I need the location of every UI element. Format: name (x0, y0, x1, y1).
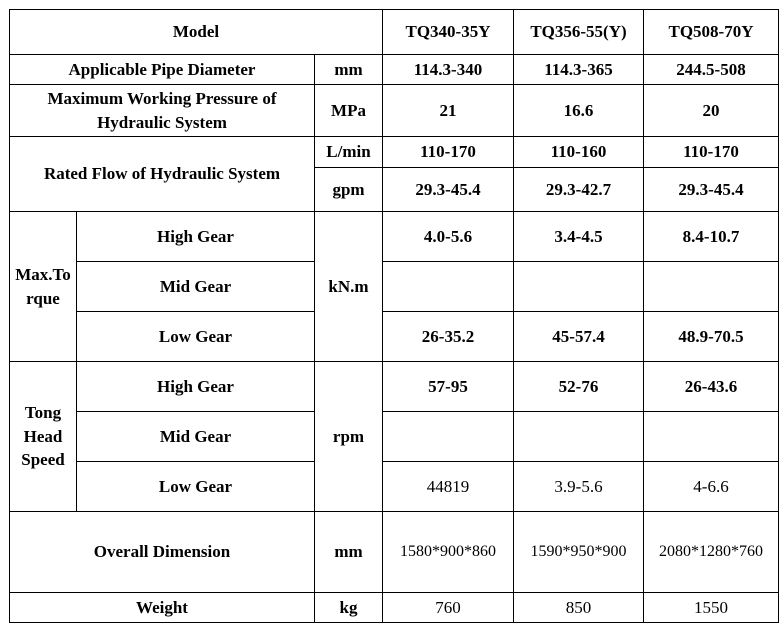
pressure-value: 21 (383, 85, 514, 137)
speed-high-gear-label: High Gear (77, 362, 315, 412)
overall-dimension-value: 2080*1280*760 (644, 512, 779, 593)
flow-gpm-value: 29.3-45.4 (383, 168, 514, 212)
weight-value: 850 (514, 593, 644, 623)
speed-low-value: 3.9-5.6 (514, 462, 644, 512)
weight-label: Weight (9, 593, 315, 623)
pressure-value: 16.6 (514, 85, 644, 137)
weight-unit: kg (315, 593, 383, 623)
torque-mid-value (644, 262, 779, 312)
speed-low-value: 4-6.6 (644, 462, 779, 512)
torque-high-value: 8.4-10.7 (644, 212, 779, 262)
speed-unit: rpm (315, 362, 383, 512)
pipe-diameter-unit: mm (315, 55, 383, 85)
model-2-header: TQ356-55(Y) (514, 9, 644, 55)
weight-value: 760 (383, 593, 514, 623)
flow-label: Rated Flow of Hydraulic System (9, 137, 315, 212)
torque-mid-value (383, 262, 514, 312)
overall-dimension-unit: mm (315, 512, 383, 593)
pressure-label: Maximum Working Pressure of Hydraulic Sy… (9, 85, 315, 137)
overall-dimension-value: 1590*950*900 (514, 512, 644, 593)
pressure-value: 20 (644, 85, 779, 137)
model-1-header: TQ340-35Y (383, 9, 514, 55)
torque-high-value: 3.4-4.5 (514, 212, 644, 262)
pipe-diameter-value: 114.3-365 (514, 55, 644, 85)
torque-low-value: 45-57.4 (514, 312, 644, 362)
torque-low-value: 26-35.2 (383, 312, 514, 362)
weight-value: 1550 (644, 593, 779, 623)
overall-dimension-value: 1580*900*860 (383, 512, 514, 593)
speed-high-value: 57-95 (383, 362, 514, 412)
flow-lmin-value: 110-170 (383, 137, 514, 168)
flow-unit-lmin: L/min (315, 137, 383, 168)
torque-high-value: 4.0-5.6 (383, 212, 514, 262)
pressure-unit: MPa (315, 85, 383, 137)
speed-low-gear-label: Low Gear (77, 462, 315, 512)
overall-dimension-label: Overall Dimension (9, 512, 315, 593)
torque-low-gear-label: Low Gear (77, 312, 315, 362)
speed-mid-value (644, 412, 779, 462)
torque-mid-gear-label: Mid Gear (77, 262, 315, 312)
flow-unit-gpm: gpm (315, 168, 383, 212)
flow-lmin-value: 110-170 (644, 137, 779, 168)
flow-gpm-value: 29.3-45.4 (644, 168, 779, 212)
flow-gpm-value: 29.3-42.7 (514, 168, 644, 212)
pipe-diameter-value: 114.3-340 (383, 55, 514, 85)
speed-high-value: 26-43.6 (644, 362, 779, 412)
top-margin (0, 0, 779, 9)
speed-mid-gear-label: Mid Gear (77, 412, 315, 462)
model-3-header: TQ508-70Y (644, 9, 779, 55)
speed-high-value: 52-76 (514, 362, 644, 412)
torque-low-value: 48.9-70.5 (644, 312, 779, 362)
max-torque-label: Max.Torque (9, 212, 77, 362)
model-header: Model (9, 9, 383, 55)
left-margin (0, 9, 9, 623)
flow-lmin-value: 110-160 (514, 137, 644, 168)
torque-unit: kN.m (315, 212, 383, 362)
pipe-diameter-label: Applicable Pipe Diameter (9, 55, 315, 85)
speed-low-value: 44819 (383, 462, 514, 512)
speed-mid-value (383, 412, 514, 462)
torque-high-gear-label: High Gear (77, 212, 315, 262)
pipe-diameter-value: 244.5-508 (644, 55, 779, 85)
speed-mid-value (514, 412, 644, 462)
torque-mid-value (514, 262, 644, 312)
tong-head-speed-label: Tong Head Speed (9, 362, 77, 512)
